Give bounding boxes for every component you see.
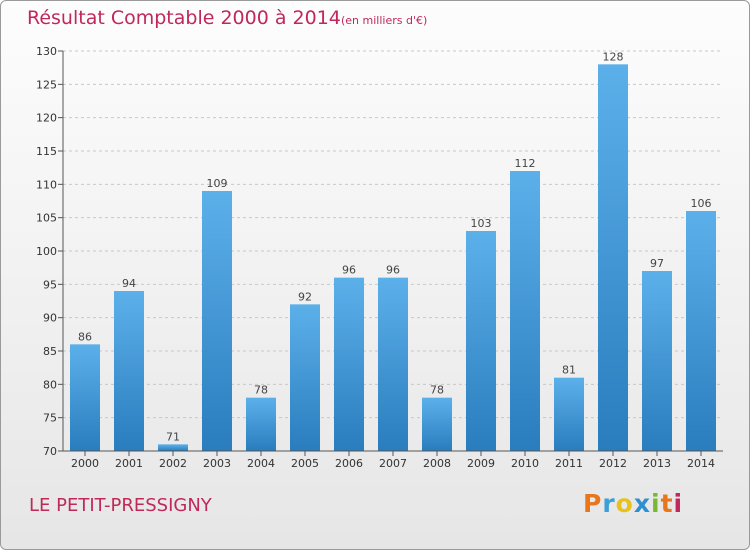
data-label-2008: 78 bbox=[430, 384, 444, 397]
x-tick-label-2007: 2007 bbox=[379, 457, 407, 470]
bar-2014 bbox=[686, 211, 716, 451]
x-tick-label-2004: 2004 bbox=[247, 457, 275, 470]
x-tick-label-2005: 2005 bbox=[291, 457, 319, 470]
data-label-2011: 81 bbox=[562, 364, 576, 377]
y-tick-label: 75 bbox=[43, 412, 57, 425]
data-label-2003: 109 bbox=[207, 177, 228, 190]
y-tick-label: 110 bbox=[36, 178, 57, 191]
x-tick-label-2011: 2011 bbox=[555, 457, 583, 470]
bar-2004 bbox=[246, 397, 276, 451]
data-label-2004: 78 bbox=[254, 384, 268, 397]
y-tick-label: 130 bbox=[36, 45, 57, 58]
x-tick-label-2003: 2003 bbox=[203, 457, 231, 470]
chart-title: Résultat Comptable 2000 à 2014 bbox=[27, 7, 341, 29]
y-tick-label: 115 bbox=[36, 145, 57, 158]
x-tick-label-2012: 2012 bbox=[599, 457, 627, 470]
bar-2013 bbox=[642, 271, 672, 451]
data-label-2007: 96 bbox=[386, 264, 400, 277]
data-label-2005: 92 bbox=[298, 290, 312, 303]
y-tick-label: 105 bbox=[36, 212, 57, 225]
y-tick-label: 125 bbox=[36, 78, 57, 91]
bar-2008 bbox=[422, 397, 452, 451]
data-label-2001: 94 bbox=[122, 277, 136, 290]
bar-2011 bbox=[554, 377, 584, 451]
commune-name: LE PETIT-PRESSIGNY bbox=[29, 495, 212, 516]
data-label-2013: 97 bbox=[650, 257, 664, 270]
bar-2012 bbox=[598, 64, 628, 452]
data-label-2014: 106 bbox=[691, 197, 712, 210]
y-tick-label: 85 bbox=[43, 345, 57, 358]
y-tick-label: 95 bbox=[43, 278, 57, 291]
bar-2003 bbox=[202, 191, 232, 451]
bar-2002 bbox=[158, 444, 188, 451]
x-tick-label-2006: 2006 bbox=[335, 457, 363, 470]
data-label-2012: 128 bbox=[603, 50, 624, 63]
data-label-2002: 71 bbox=[166, 430, 180, 443]
y-tick-label: 90 bbox=[43, 312, 57, 325]
y-tick-label: 70 bbox=[43, 445, 57, 458]
x-tick-label-2000: 2000 bbox=[71, 457, 99, 470]
x-tick-label-2008: 2008 bbox=[423, 457, 451, 470]
x-tick-label-2013: 2013 bbox=[643, 457, 671, 470]
x-tick-label-2001: 2001 bbox=[115, 457, 143, 470]
chart-unit: (en milliers d'€) bbox=[341, 14, 428, 27]
bar-2010 bbox=[510, 171, 540, 451]
bar-2009 bbox=[466, 231, 496, 451]
x-tick-label-2010: 2010 bbox=[511, 457, 539, 470]
x-tick-label-2014: 2014 bbox=[687, 457, 715, 470]
y-tick-label: 80 bbox=[43, 378, 57, 391]
bar-2006 bbox=[334, 277, 364, 451]
x-tick-label-2009: 2009 bbox=[467, 457, 495, 470]
data-label-2006: 96 bbox=[342, 264, 356, 277]
x-tick-label-2002: 2002 bbox=[159, 457, 187, 470]
y-tick-label: 100 bbox=[36, 245, 57, 258]
bar-2005 bbox=[290, 304, 320, 451]
data-label-2000: 86 bbox=[78, 330, 92, 343]
bar-layer: 86 94 71 109 78 92 96 96 78 103 112 81 128 97 106 bbox=[70, 50, 716, 452]
axis-layer: 70 75 80 85 90 95 100 105 110 115 120 125 130 2000 200… bbox=[36, 45, 723, 470]
bar-2007 bbox=[378, 277, 408, 451]
proxiti-logo: Proxiti bbox=[583, 489, 684, 518]
data-label-2010: 112 bbox=[515, 157, 536, 170]
bar-2000 bbox=[70, 344, 100, 451]
data-label-2009: 103 bbox=[471, 217, 492, 230]
bar-2001 bbox=[114, 291, 144, 451]
y-tick-label: 120 bbox=[36, 112, 57, 125]
